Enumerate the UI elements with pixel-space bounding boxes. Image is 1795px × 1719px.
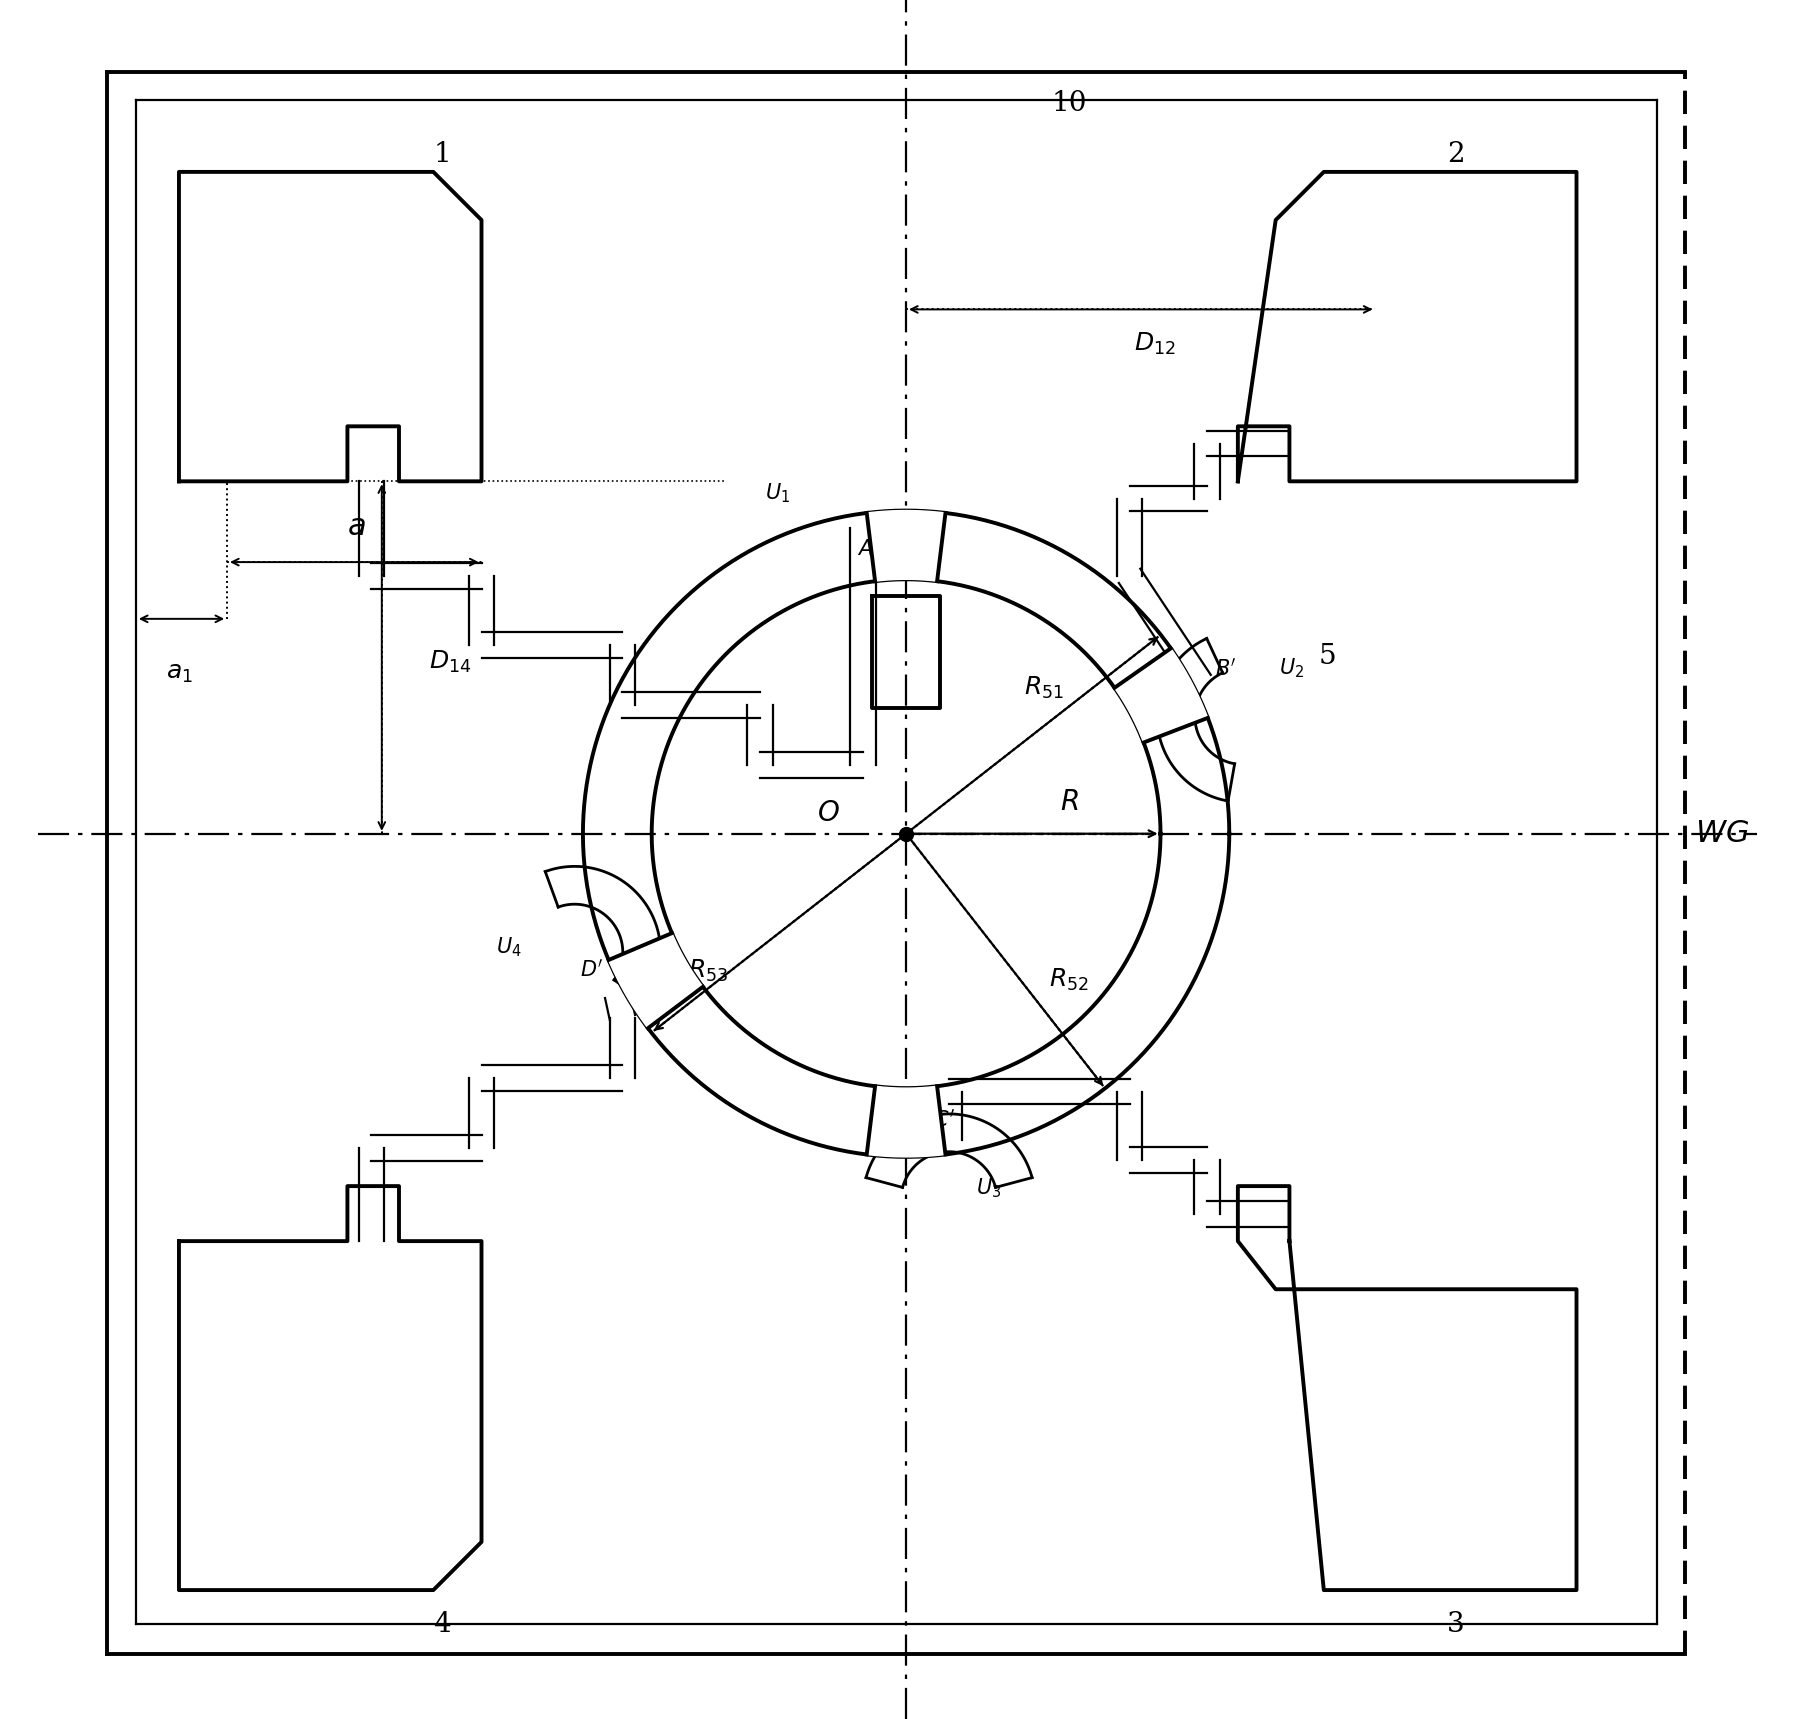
- Text: $D_{12}$: $D_{12}$: [1134, 330, 1176, 358]
- Text: $A'$: $A'$: [856, 538, 880, 559]
- Text: $D_{14}$: $D_{14}$: [429, 648, 472, 676]
- Polygon shape: [867, 511, 946, 581]
- Text: $O$: $O$: [817, 799, 840, 827]
- Text: $R_{53}$: $R_{53}$: [687, 957, 729, 985]
- Text: 4: 4: [433, 1611, 451, 1638]
- Text: $U_3$: $U_3$: [976, 1176, 1002, 1200]
- Polygon shape: [867, 1086, 946, 1157]
- Text: $R_{51}$: $R_{51}$: [1023, 674, 1064, 701]
- Text: $C'$: $C'$: [933, 1109, 955, 1129]
- Text: $WG$: $WG$: [1696, 818, 1750, 849]
- Text: 3: 3: [1447, 1611, 1465, 1638]
- Text: $U_4$: $U_4$: [497, 935, 522, 959]
- Text: $a_1$: $a_1$: [165, 662, 192, 686]
- Text: 5: 5: [1319, 643, 1335, 670]
- Text: $a$: $a$: [346, 511, 366, 541]
- Text: 10: 10: [1052, 89, 1088, 117]
- Text: $U_1$: $U_1$: [765, 481, 790, 505]
- Text: $D'$: $D'$: [580, 959, 603, 980]
- Text: $B'$: $B'$: [1215, 657, 1237, 679]
- Text: 1: 1: [433, 141, 451, 168]
- Text: $U_2$: $U_2$: [1278, 657, 1303, 681]
- Polygon shape: [1115, 648, 1208, 743]
- Text: $R_{52}$: $R_{52}$: [1050, 966, 1090, 994]
- Text: 2: 2: [1447, 141, 1465, 168]
- Polygon shape: [609, 933, 704, 1028]
- Text: $R$: $R$: [1061, 789, 1079, 817]
